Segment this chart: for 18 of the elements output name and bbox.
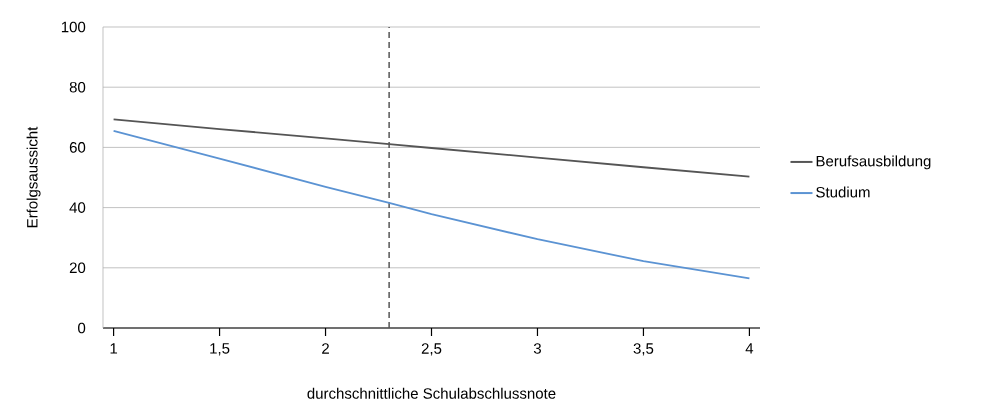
legend-label: Studium bbox=[816, 186, 870, 198]
x-tick-label: 3 bbox=[533, 343, 541, 354]
x-tick-label: 3,5 bbox=[633, 343, 654, 356]
x-tick-label: 1 bbox=[110, 343, 118, 354]
y-tick-label: 0 bbox=[78, 322, 86, 334]
y-tick-label: 20 bbox=[69, 262, 86, 274]
x-tick-label: 1,5 bbox=[210, 343, 230, 356]
x-tick-label: 2,5 bbox=[421, 343, 442, 356]
line-series bbox=[112, 129, 751, 280]
legend-label: Berufsausbildung bbox=[816, 155, 931, 170]
x-tick-label: 4 bbox=[745, 343, 754, 354]
y-axis-title: Erfolgsaussicht bbox=[26, 126, 41, 228]
x-tick-label: 2 bbox=[322, 343, 329, 354]
y-tick-label: 40 bbox=[69, 202, 86, 213]
y-tick-label: 100 bbox=[61, 21, 86, 33]
x-axis-title: durchschnittliche Schulabschlussnote bbox=[307, 387, 556, 399]
y-tick-label: 80 bbox=[69, 81, 86, 93]
y-tick-label: 60 bbox=[69, 142, 86, 153]
